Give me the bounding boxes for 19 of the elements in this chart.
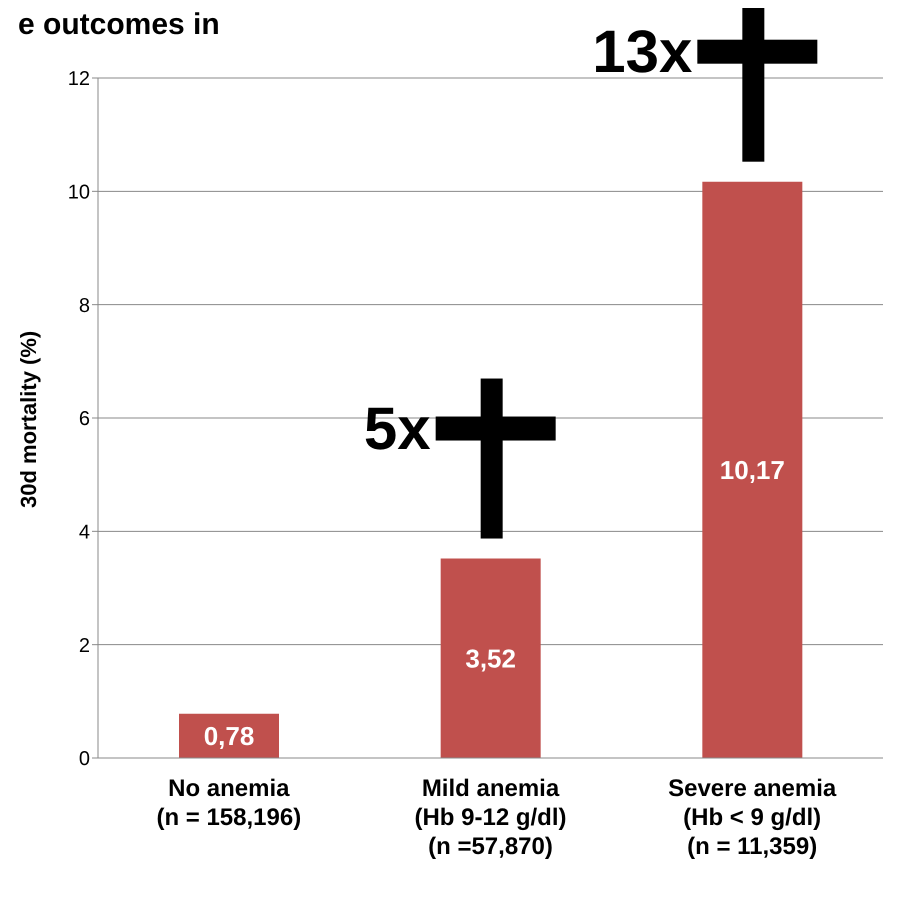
y-tick-label: 8: [78, 294, 90, 317]
x-tick-label: No anemia (n = 158,196): [156, 775, 302, 831]
chart-title: e outcomes in: [18, 8, 220, 43]
x-tick-label: Mild anemia (Hb 9-12 g/dl) (n =57,870): [414, 775, 567, 860]
data-label: 3,52: [465, 643, 516, 674]
annotation: 5x: [364, 395, 431, 462]
bar: [440, 558, 541, 758]
annotation: 13x: [592, 18, 692, 86]
y-axis-title: 30d mortality (%): [16, 330, 41, 508]
data-label: 10,17: [720, 455, 785, 486]
bar: [702, 182, 802, 758]
y-tick-label: 2: [78, 634, 90, 657]
x-tick-label: Severe anemia (Hb < 9 g/dl) (n = 11,359): [668, 775, 837, 860]
y-tick-label: 12: [68, 68, 90, 90]
y-tick-label: 0: [78, 748, 90, 770]
y-tick-label: 6: [78, 408, 90, 430]
data-label: 0,78: [204, 721, 254, 752]
y-tick-label: 4: [78, 521, 90, 544]
y-tick-label: 10: [68, 181, 90, 204]
